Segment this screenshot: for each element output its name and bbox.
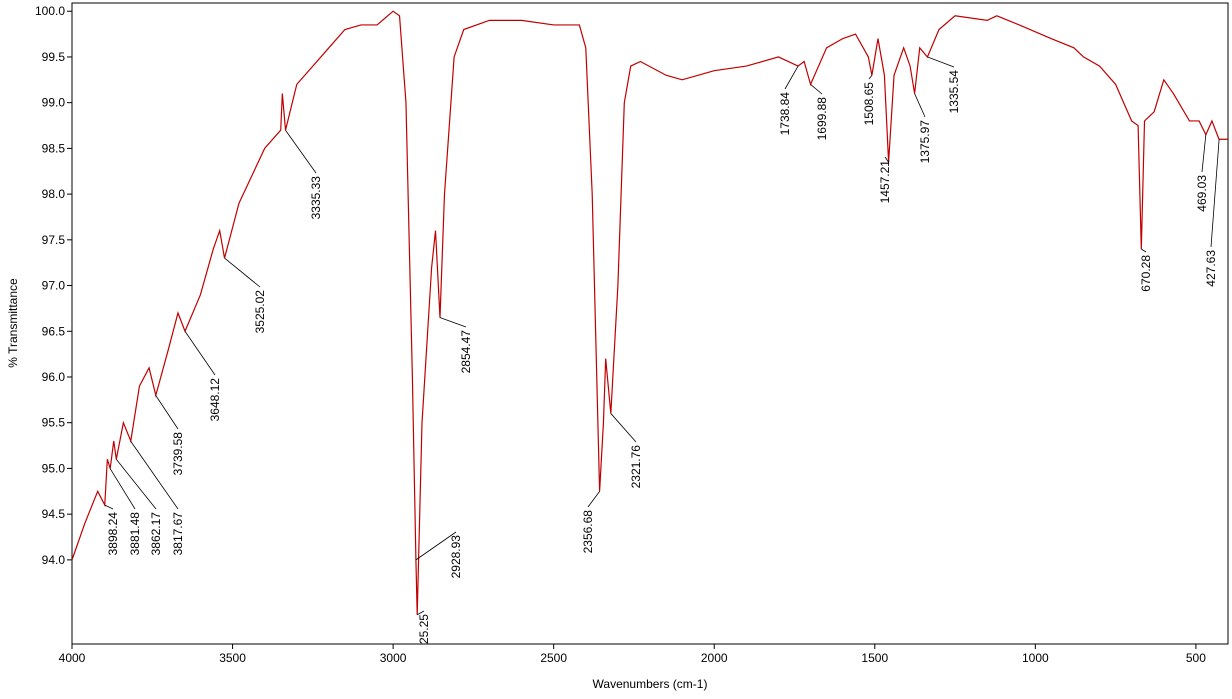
y-tick-label: 94.0: [42, 553, 66, 567]
plot-area: 3898.24 3881.48 3862.17 3817.67 3739.58 3648.…: [72, 10, 1228, 658]
y-axis-label: % Transmittance: [6, 278, 20, 368]
peak-leader: [784, 65, 799, 90]
plot-frame: [71, 2, 1229, 645]
peak-label: 1738.84: [778, 92, 792, 136]
peak-leader: [224, 257, 261, 288]
peak-leader: [416, 610, 425, 616]
y-tick-label: 98.0: [42, 187, 66, 201]
y-tick-label: 96.5: [42, 324, 66, 338]
peak-label: 2321.76: [629, 445, 643, 489]
peak-label: 2925.25: [417, 614, 431, 658]
y-tick-label: 97.0: [42, 279, 66, 293]
peak-label: 2928.93: [449, 535, 463, 579]
y-tick-label: 96.0: [42, 370, 66, 384]
peak-leader: [1140, 248, 1147, 253]
peak-label: 469.03: [1195, 175, 1209, 212]
peak-leader: [884, 156, 889, 163]
peak-label: 3898.24: [106, 512, 120, 556]
x-axis-label: Wavenumbers (cm-1): [593, 677, 708, 691]
peak-leader: [1201, 134, 1207, 173]
peak-label: 3817.67: [171, 512, 185, 556]
x-tick-label: 3500: [219, 651, 246, 665]
x-tick-label: 4000: [59, 651, 86, 665]
peak-leader: [1210, 139, 1220, 248]
y-tick-label: 95.0: [42, 461, 66, 475]
peak-label: 1508.65: [862, 82, 876, 126]
peak-label: 3525.02: [253, 290, 267, 334]
peak-leader: [104, 504, 114, 510]
peak-leader: [810, 84, 823, 95]
peak-label: 2854.47: [459, 330, 473, 374]
y-tick-label: 99.0: [42, 96, 66, 110]
peak-label: 3335.33: [309, 176, 323, 220]
peak-leader: [115, 459, 157, 510]
peak-leader: [439, 317, 467, 328]
y-tick-label: 99.5: [42, 50, 66, 64]
x-tick-label: 1000: [1022, 651, 1049, 665]
y-tick-label: 100.0: [35, 4, 65, 18]
peak-label: 3862.17: [149, 512, 163, 556]
peak-leader: [155, 395, 179, 430]
peak-label: 3648.12: [208, 378, 222, 422]
x-tick-label: 500: [1186, 651, 1206, 665]
peak-leader: [868, 74, 873, 80]
peak-label: 670.28: [1139, 255, 1153, 292]
peak-leader: [109, 468, 136, 510]
x-tick-label: 2500: [540, 651, 567, 665]
peak-leader: [285, 129, 317, 174]
peak-label: 1375.97: [918, 120, 932, 164]
x-tick-label: 2000: [701, 651, 728, 665]
y-tick-label: 97.5: [42, 233, 66, 247]
peak-leader: [610, 413, 637, 443]
peak-label: 1457.21: [878, 160, 892, 204]
y-tick-label: 95.5: [42, 416, 66, 430]
peak-leader: [415, 531, 457, 561]
peak-label: 3739.58: [171, 432, 185, 476]
spectrum-line: [72, 10, 1228, 615]
y-tick-label: 98.5: [42, 141, 66, 155]
x-tick-label: 3000: [380, 651, 407, 665]
peak-leader: [184, 331, 216, 376]
peak-leader: [587, 491, 601, 508]
peak-leader: [914, 93, 926, 118]
peak-leader: [130, 440, 179, 510]
x-tick-label: 1500: [861, 651, 888, 665]
peak-label: 1699.88: [815, 97, 829, 141]
peak-label: 2356.68: [581, 510, 595, 554]
peak-leader: [927, 56, 955, 68]
peak-label: 3881.48: [128, 512, 142, 556]
peak-label: 427.63: [1204, 250, 1218, 287]
peak-label: 1335.54: [947, 70, 961, 114]
y-tick-label: 94.5: [42, 507, 66, 521]
